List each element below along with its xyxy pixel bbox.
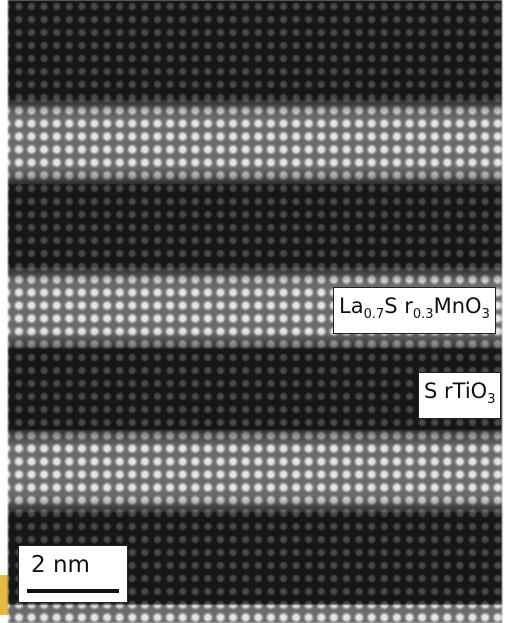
scale-bar-label: 2 nm [31, 552, 90, 578]
label-subscript: 3 [487, 392, 495, 407]
scale-bar [27, 589, 119, 593]
label-text: S rTiO [424, 379, 487, 403]
stem-image-view: La0.7S r0.3MnO3 S rTiO3 2 nm [0, 0, 506, 623]
label-subscript: 0.7 [364, 307, 385, 322]
label-text: La [339, 294, 364, 318]
sto-label: S rTiO3 [418, 372, 501, 419]
label-subscript: 3 [482, 307, 490, 322]
label-text: S r [384, 294, 413, 318]
lsmo-label: La0.7S r0.3MnO3 [333, 287, 496, 334]
scale-bar-box: 2 nm [18, 545, 128, 603]
label-text: MnO [434, 294, 482, 318]
edge-strip [0, 575, 8, 615]
label-subscript: 0.3 [413, 307, 434, 322]
